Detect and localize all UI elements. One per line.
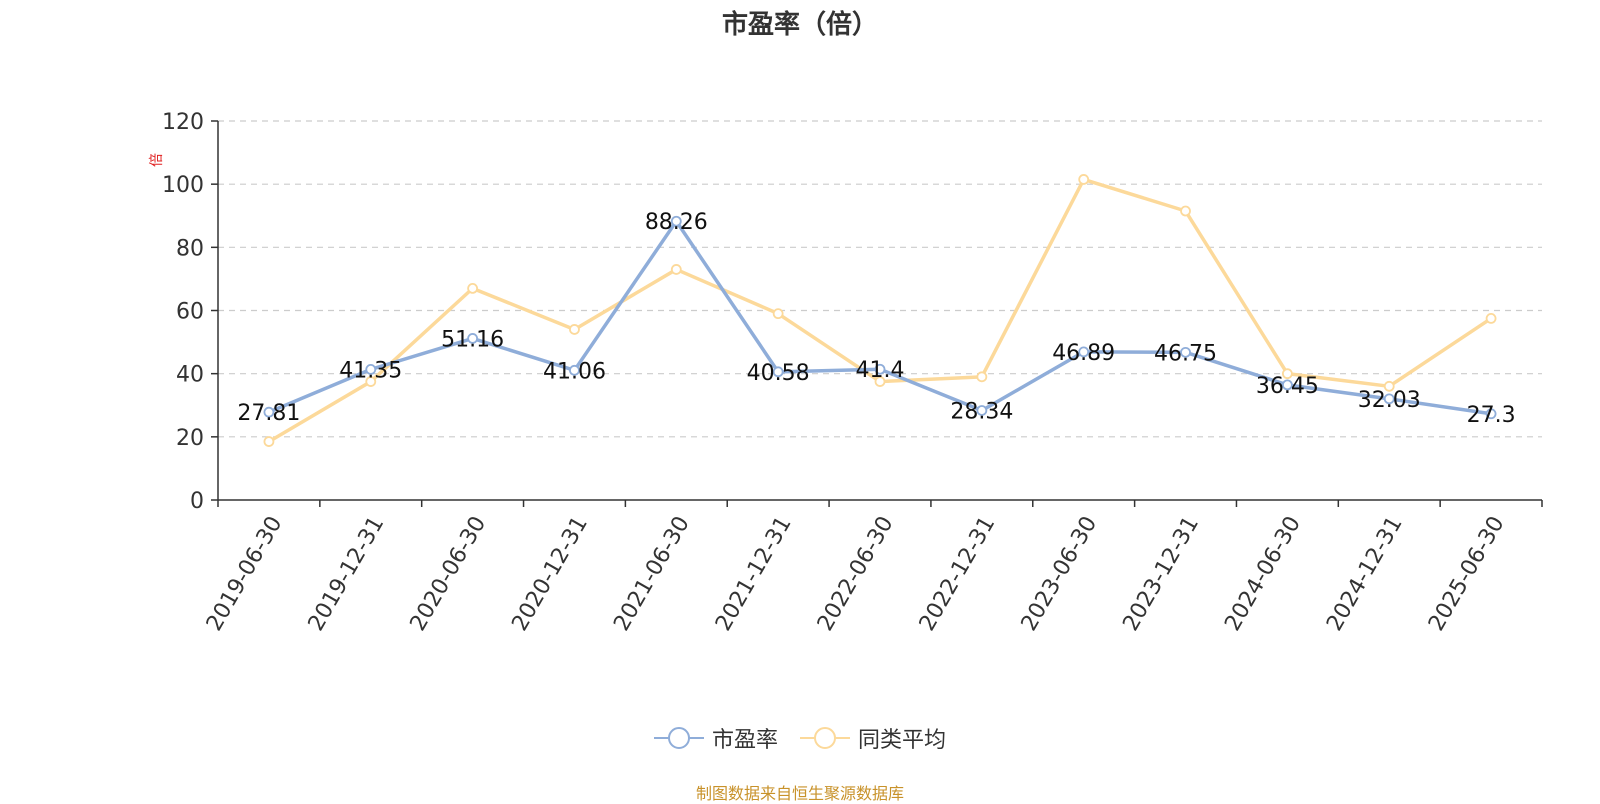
x-tick-label: 2024-06-30 xyxy=(1220,512,1306,635)
data-point-0[interactable] xyxy=(263,406,275,418)
y-tick-label: 100 xyxy=(162,173,204,198)
data-point-1[interactable] xyxy=(263,436,275,447)
data-point-1[interactable] xyxy=(1078,174,1090,185)
x-tick-label: 2021-06-30 xyxy=(609,512,695,635)
data-label: 36.45 xyxy=(1256,374,1319,399)
data-point-0[interactable] xyxy=(569,364,580,376)
data-point-1[interactable] xyxy=(1383,380,1395,392)
x-tick-label: 2025-06-30 xyxy=(1424,512,1510,635)
x-tick-label: 2023-12-31 xyxy=(1118,512,1204,635)
y-tick-label: 20 xyxy=(176,426,204,451)
legend: 市盈率 同类平均 xyxy=(0,722,1600,754)
data-point-1[interactable] xyxy=(670,264,682,275)
grid-lines xyxy=(218,120,1542,438)
legend-label-pe: 市盈率 xyxy=(711,728,778,753)
x-tick-label: 2023-06-30 xyxy=(1017,512,1103,635)
legend-item-peer-avg[interactable]: 同类平均 xyxy=(800,722,946,754)
data-point-1[interactable] xyxy=(1485,312,1497,324)
y-tick-label: 0 xyxy=(190,489,204,514)
data-point-1[interactable] xyxy=(976,371,988,383)
data-label: 27.81 xyxy=(237,401,300,426)
data-point-1[interactable] xyxy=(569,324,580,335)
data-point-0[interactable] xyxy=(976,405,988,416)
legend-swatch-pe-icon xyxy=(653,727,704,749)
data-label: 40.58 xyxy=(747,361,810,386)
data-point-0[interactable] xyxy=(365,364,377,375)
y-tick-label: 40 xyxy=(176,363,204,388)
legend-label-peer-avg: 同类平均 xyxy=(858,728,947,753)
data-label: 41.06 xyxy=(543,359,606,384)
data-point-0[interactable] xyxy=(1383,393,1395,405)
legend-swatch-peer-avg-icon xyxy=(800,727,850,749)
x-tick-label: 2019-12-31 xyxy=(304,512,390,635)
data-point-0[interactable] xyxy=(874,363,886,375)
data-point-1[interactable] xyxy=(467,282,479,294)
data-point-1[interactable] xyxy=(874,376,886,387)
data-label: 41.4 xyxy=(856,358,905,383)
data-point-0[interactable] xyxy=(1281,379,1293,391)
x-tick-label: 2021-12-31 xyxy=(711,512,797,635)
data-label: 28.34 xyxy=(950,399,1013,424)
source-note: 制图数据来自恒生聚源数据库 xyxy=(695,784,904,803)
data-point-0[interactable] xyxy=(1485,408,1497,420)
data-point-0[interactable] xyxy=(467,333,479,344)
data-point-0[interactable] xyxy=(772,366,784,378)
data-point-1[interactable] xyxy=(772,308,784,320)
y-tick-label: 80 xyxy=(176,236,204,261)
legend-item-pe[interactable]: 市盈率 xyxy=(653,722,778,754)
data-label: 27.3 xyxy=(1467,403,1516,428)
data-point-1[interactable] xyxy=(1180,205,1191,217)
data-point-0[interactable] xyxy=(1180,346,1191,358)
x-tick-label: 2019-06-30 xyxy=(202,512,288,635)
x-tick-label: 2022-12-31 xyxy=(915,512,1001,635)
x-tick-label: 2022-06-30 xyxy=(813,512,899,635)
y-tick-label: 120 xyxy=(162,110,204,135)
y-tick-label: 60 xyxy=(176,300,204,325)
data-label: 32.03 xyxy=(1358,388,1421,413)
data-labels: 27.81 41.35 51.16 41.06 88.26 40.58 41.4 28.34 4… xyxy=(237,210,1515,428)
x-tick-label: 2020-12-31 xyxy=(507,512,593,635)
data-point-1[interactable] xyxy=(365,376,377,387)
data-label: 51.16 xyxy=(441,327,504,352)
data-label: 46.75 xyxy=(1154,341,1217,366)
data-label: 88.26 xyxy=(645,210,708,235)
x-tick-label: 2024-12-31 xyxy=(1322,512,1408,635)
data-label: 46.89 xyxy=(1052,341,1115,366)
data-point-0[interactable] xyxy=(670,215,682,227)
data-point-0[interactable] xyxy=(1078,346,1090,358)
chart-title: 市盈率（倍） xyxy=(721,10,878,40)
series-lines xyxy=(263,174,1497,447)
data-point-1[interactable] xyxy=(1281,368,1293,380)
data-label: 41.35 xyxy=(339,358,402,383)
x-tick-label: 2020-06-30 xyxy=(406,512,492,635)
